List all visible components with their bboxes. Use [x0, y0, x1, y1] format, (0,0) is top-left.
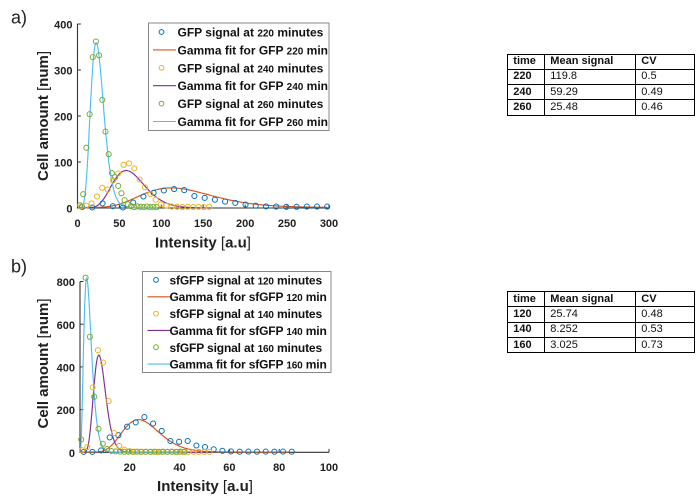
svg-text:100: 100: [54, 158, 72, 170]
svg-text:200: 200: [54, 112, 72, 124]
svg-text:300: 300: [54, 66, 72, 78]
svg-text:GFP signal at 260 minutes: GFP signal at 260 minutes: [178, 97, 324, 111]
svg-text:0: 0: [74, 218, 80, 230]
svg-text:sfGFP signal at 120 minutes: sfGFP signal at 120 minutes: [170, 273, 323, 287]
svg-text:Cell amount [num]: Cell amount [num]: [35, 298, 52, 428]
svg-text:Intensity [a.u]: Intensity [a.u]: [155, 235, 251, 252]
svg-text:40: 40: [173, 462, 185, 474]
svg-text:100: 100: [152, 218, 170, 230]
svg-text:0: 0: [69, 448, 75, 460]
svg-text:250: 250: [278, 218, 296, 230]
svg-text:20: 20: [124, 462, 136, 474]
svg-text:400: 400: [54, 20, 72, 32]
svg-text:Gamma fit for GFP 220 min: Gamma fit for GFP 220 min: [178, 43, 329, 57]
svg-text:sfGFP signal at 160 minutes: sfGFP signal at 160 minutes: [170, 341, 323, 355]
svg-text:400: 400: [57, 363, 75, 375]
svg-text:0: 0: [66, 204, 72, 216]
svg-text:60: 60: [223, 462, 235, 474]
svg-text:50: 50: [113, 218, 125, 230]
svg-text:300: 300: [320, 218, 338, 230]
svg-text:GFP signal at 220 minutes: GFP signal at 220 minutes: [178, 26, 324, 40]
svg-text:b): b): [11, 257, 27, 277]
svg-text:80: 80: [273, 462, 285, 474]
svg-text:150: 150: [194, 218, 212, 230]
svg-text:600: 600: [57, 320, 75, 332]
svg-text:a): a): [11, 8, 27, 28]
svg-text:Gamma fit for sfGFP 160 min: Gamma fit for sfGFP 160 min: [170, 358, 327, 372]
svg-text:Gamma fit for GFP 240 min: Gamma fit for GFP 240 min: [178, 79, 329, 93]
svg-text:200: 200: [57, 405, 75, 417]
svg-text:Gamma fit for sfGFP 140 min: Gamma fit for sfGFP 140 min: [170, 324, 327, 338]
svg-text:100: 100: [320, 462, 338, 474]
svg-text:GFP signal at 240 minutes: GFP signal at 240 minutes: [178, 61, 324, 75]
svg-text:200: 200: [236, 218, 254, 230]
svg-text:sfGFP signal at 140 minutes: sfGFP signal at 140 minutes: [170, 307, 323, 321]
svg-text:Cell amount [num]: Cell amount [num]: [35, 51, 52, 181]
svg-text:Gamma fit for sfGFP 120 min: Gamma fit for sfGFP 120 min: [170, 290, 327, 304]
svg-text:Gamma fit for GFP 260 min: Gamma fit for GFP 260 min: [178, 115, 329, 129]
svg-text:800: 800: [57, 277, 75, 289]
svg-text:Intensity [a.u]: Intensity [a.u]: [157, 478, 253, 495]
